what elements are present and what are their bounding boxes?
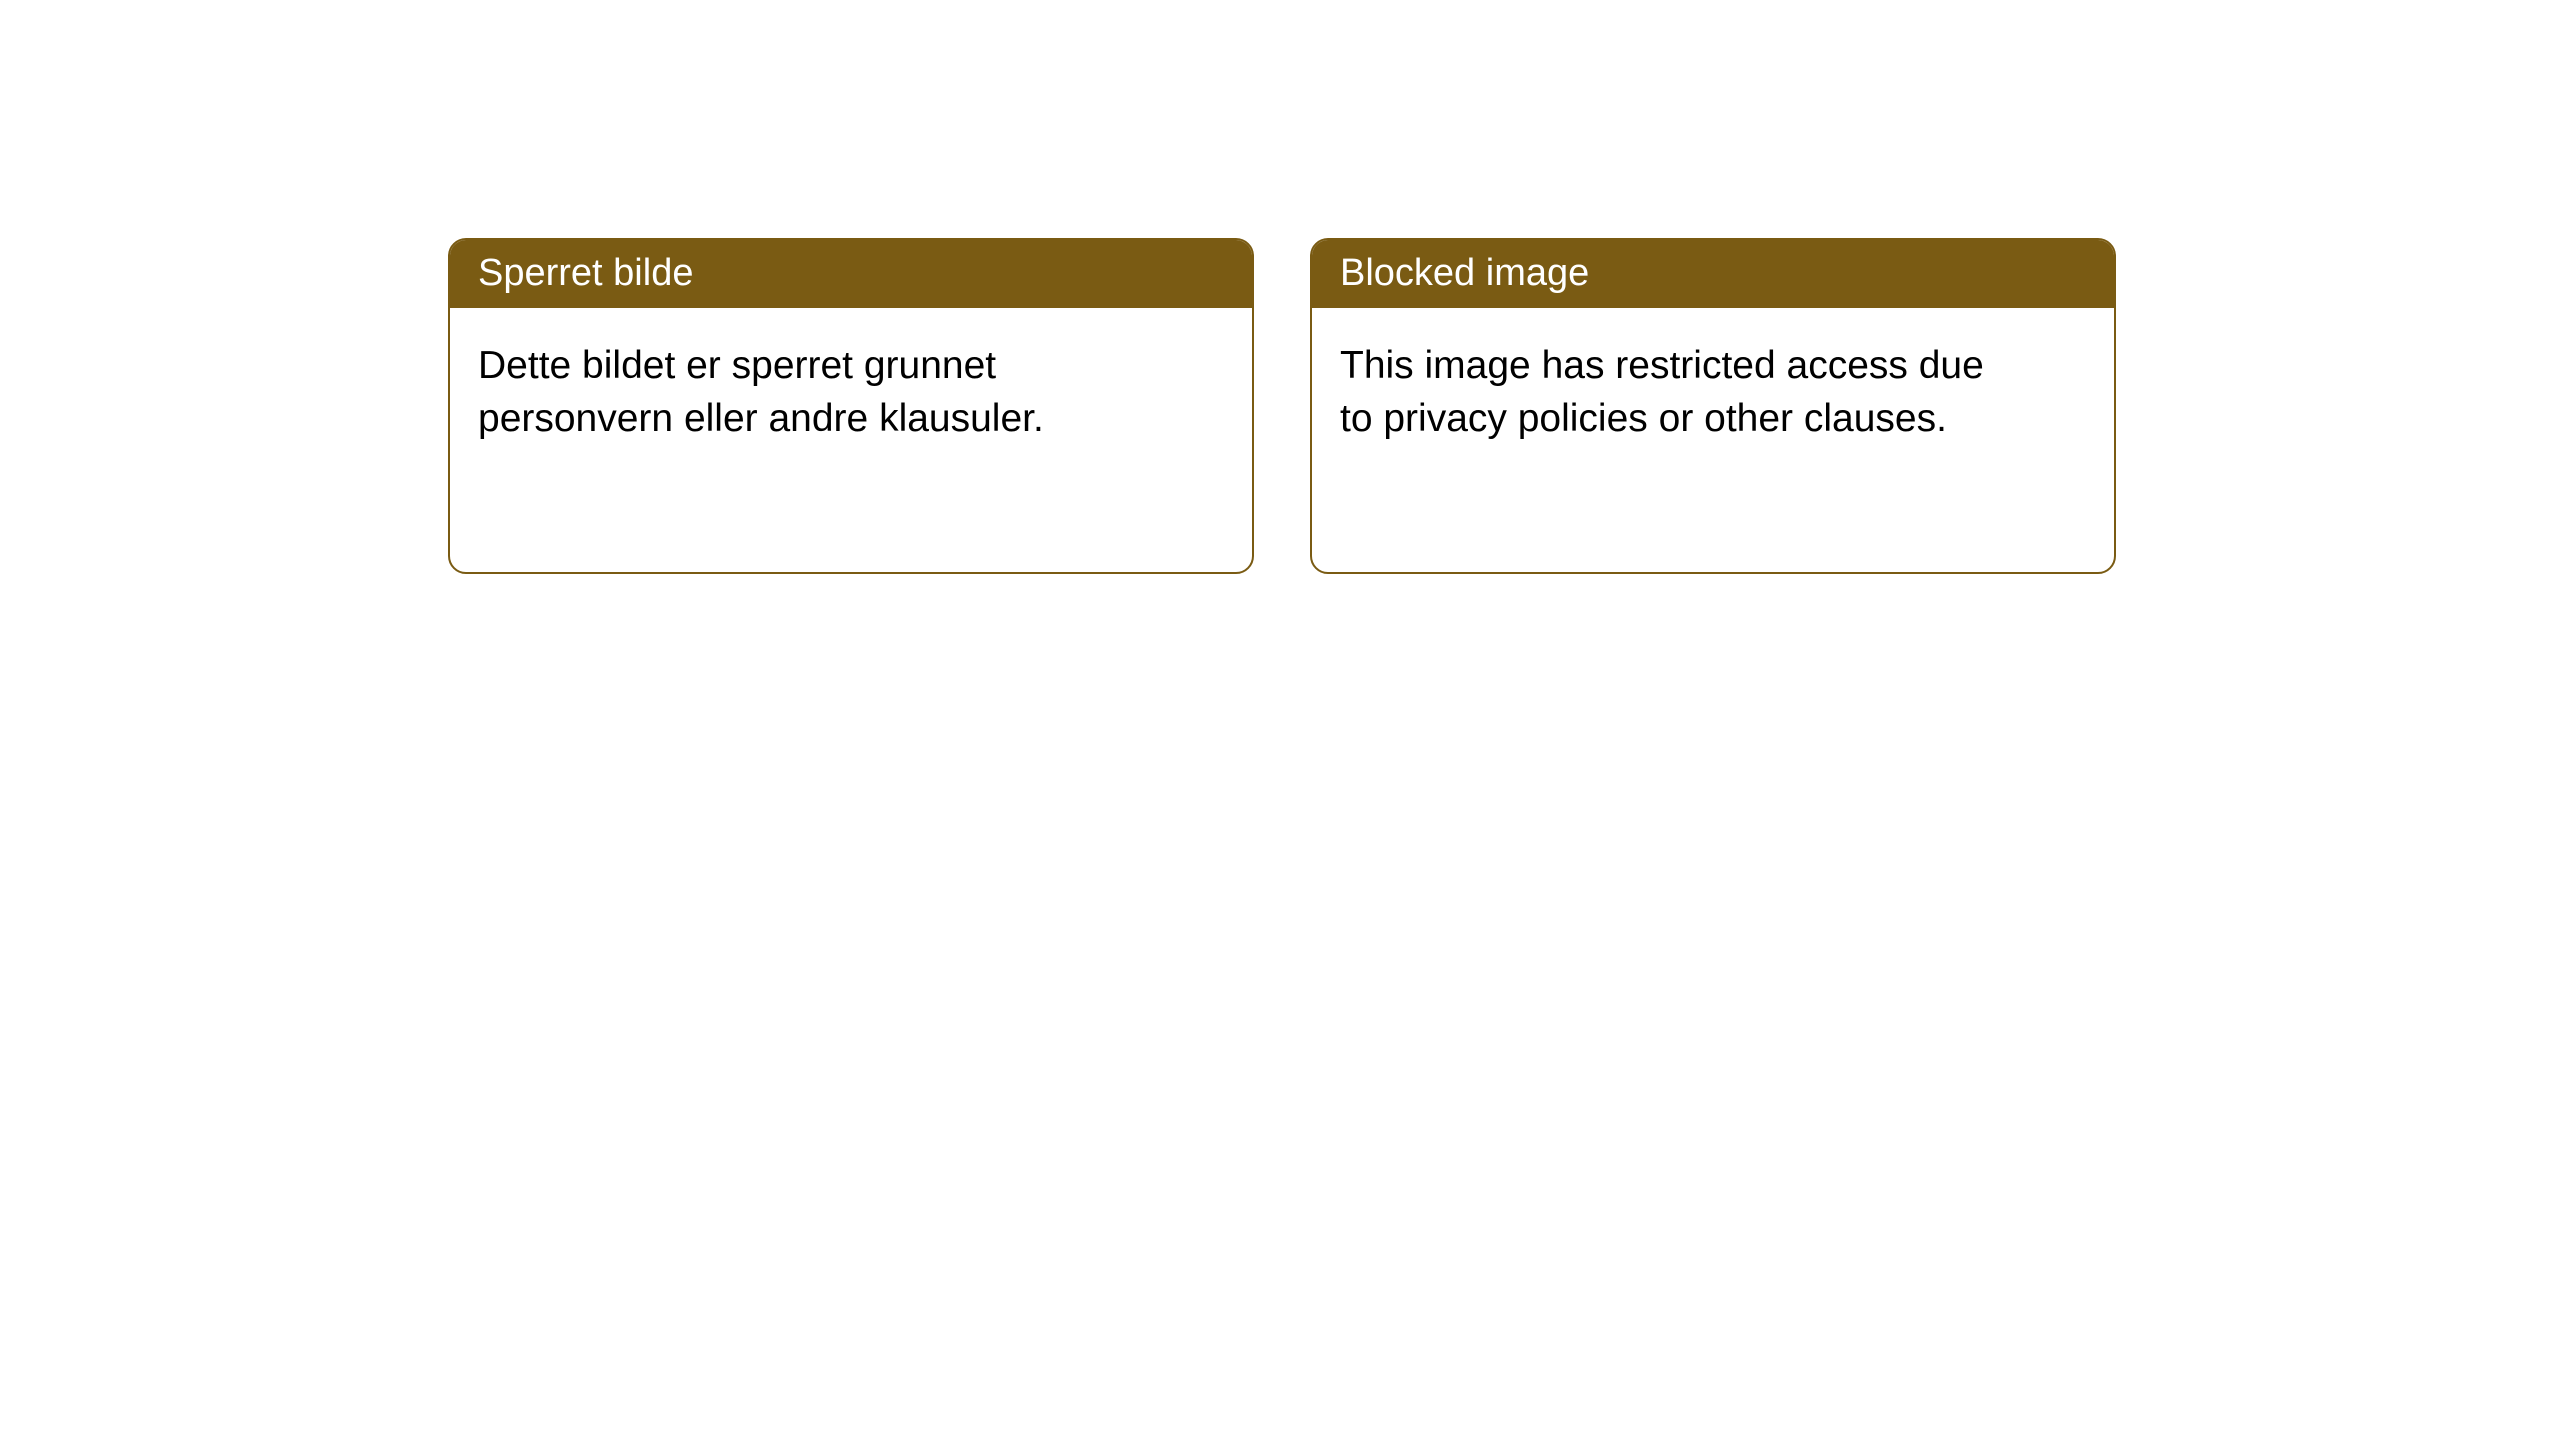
blocked-image-card-en: Blocked image This image has restricted … [1310,238,2116,574]
blocked-image-card-no: Sperret bilde Dette bildet er sperret gr… [448,238,1254,574]
card-title: Blocked image [1312,240,2114,308]
cards-container: Sperret bilde Dette bildet er sperret gr… [0,0,2560,574]
card-body-text: This image has restricted access due to … [1312,308,2012,477]
card-title: Sperret bilde [450,240,1252,308]
card-body-text: Dette bildet er sperret grunnet personve… [450,308,1150,477]
